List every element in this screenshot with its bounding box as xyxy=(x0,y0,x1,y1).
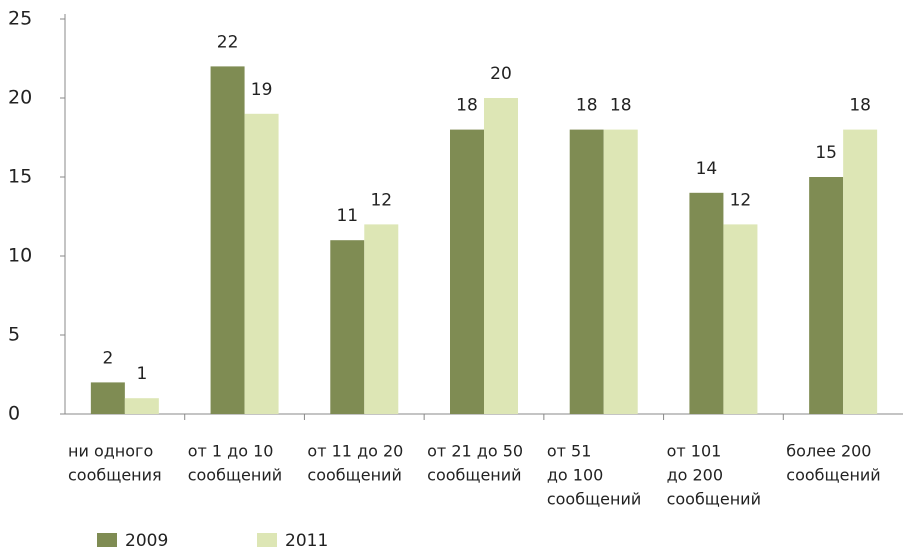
y-tick-label: 20 xyxy=(8,87,32,109)
value-label: 14 xyxy=(696,159,718,179)
bar xyxy=(809,177,844,414)
legend-label: 2011 xyxy=(285,531,328,550)
value-label: 19 xyxy=(251,80,273,100)
y-tick-label: 25 xyxy=(8,8,32,30)
value-label: 18 xyxy=(610,96,632,116)
bar xyxy=(210,66,245,415)
legend-label: 2009 xyxy=(125,531,168,550)
value-label: 20 xyxy=(490,64,512,84)
x-tick-label: до 100 xyxy=(547,466,603,485)
value-label: 12 xyxy=(370,190,392,210)
bar xyxy=(569,129,604,414)
legend-swatch xyxy=(257,533,277,547)
x-tick-label: от 1 до 10 xyxy=(188,442,274,461)
x-tick-label: ни одного xyxy=(68,442,153,461)
y-tick-label: 0 xyxy=(8,403,20,425)
x-tick-label: от 51 xyxy=(547,442,592,461)
bar xyxy=(484,98,518,414)
bar xyxy=(450,129,484,414)
value-label: 11 xyxy=(336,206,358,226)
value-label: 15 xyxy=(815,143,837,163)
y-tick-label: 5 xyxy=(8,324,20,346)
y-tick-label: 15 xyxy=(8,166,32,188)
x-tick-label: сообщения xyxy=(68,466,162,485)
x-tick-label: сообщений xyxy=(307,466,401,485)
bar xyxy=(90,382,125,414)
x-tick-label: от 11 до 20 xyxy=(307,442,403,461)
bar xyxy=(603,129,638,414)
value-label: 12 xyxy=(730,190,752,210)
bar xyxy=(723,224,758,414)
x-tick-label: сообщений xyxy=(786,466,880,485)
value-label: 1 xyxy=(136,364,147,384)
legend-swatch xyxy=(97,533,117,547)
y-tick-label: 10 xyxy=(8,245,32,267)
x-tick-label: сообщений xyxy=(667,490,761,509)
bar xyxy=(689,192,724,414)
value-label: 18 xyxy=(456,96,478,116)
value-label: 2 xyxy=(102,348,113,368)
bar xyxy=(364,224,399,414)
x-tick-label: до 200 xyxy=(667,466,723,485)
value-label: 22 xyxy=(217,32,239,52)
x-tick-label: сообщений xyxy=(547,490,641,509)
bar xyxy=(330,240,365,414)
bar xyxy=(843,129,878,414)
x-tick-label: сообщений xyxy=(427,466,521,485)
x-tick-label: сообщений xyxy=(188,466,282,485)
x-tick-label: от 21 до 50 xyxy=(427,442,523,461)
value-label: 18 xyxy=(576,96,598,116)
value-label: 18 xyxy=(849,96,871,116)
bar xyxy=(244,113,279,415)
bar xyxy=(124,398,159,414)
x-tick-label: более 200 xyxy=(786,442,871,461)
x-tick-label: от 101 xyxy=(667,442,722,461)
